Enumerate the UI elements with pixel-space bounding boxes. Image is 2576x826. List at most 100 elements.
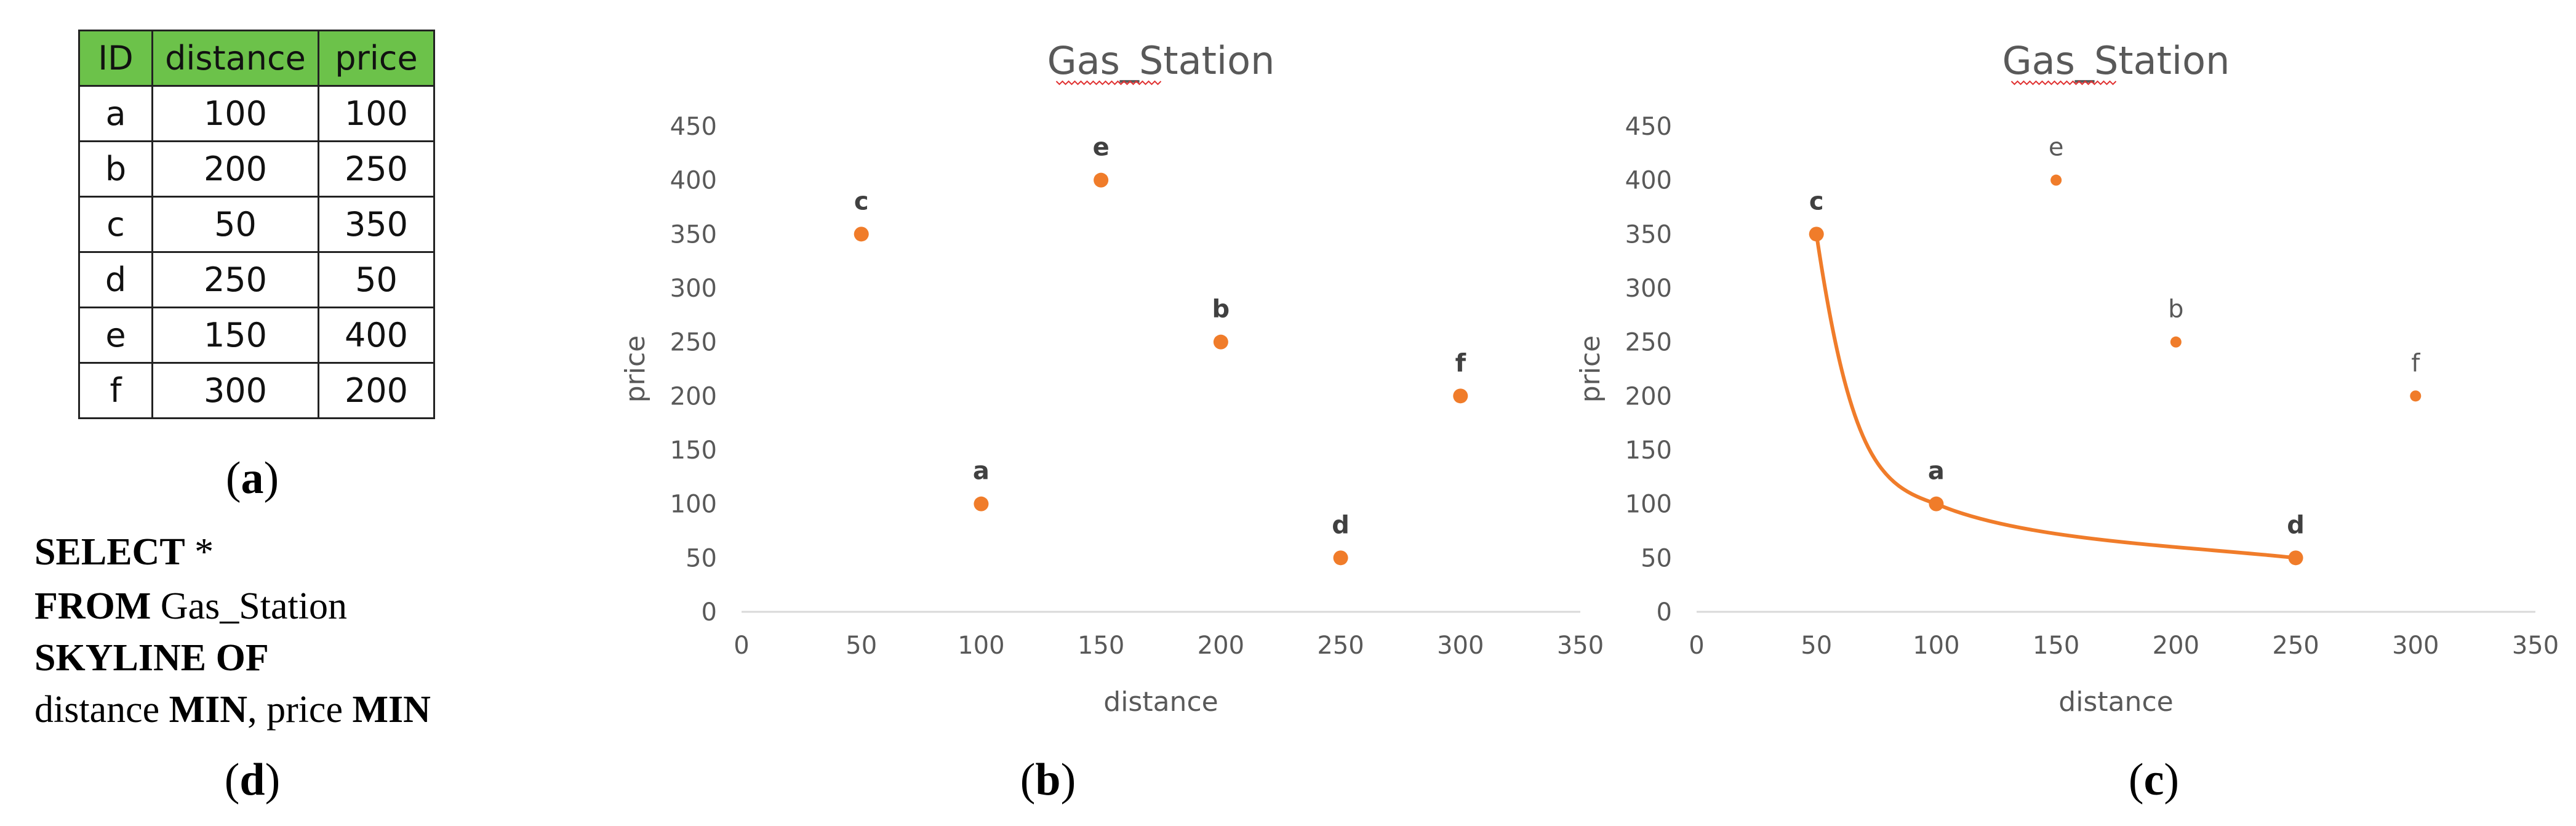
- x-tick-label: 0: [1689, 632, 1704, 660]
- caption-c-letter: c: [2143, 755, 2164, 805]
- table-row: e 150 400: [78, 307, 435, 364]
- cell-price: 100: [318, 85, 435, 142]
- x-tick-label: 200: [2153, 632, 2199, 660]
- caption-c: (c): [2128, 755, 2180, 805]
- point-label-a: a: [973, 457, 990, 486]
- point-label-f: f: [1455, 349, 1466, 377]
- sql-keyword: SELECT: [34, 531, 185, 573]
- y-tick-label: 0: [702, 598, 717, 627]
- chart-title: Gas_Station: [2002, 38, 2230, 83]
- cell-price: 200: [318, 362, 435, 419]
- point-label-d: d: [2287, 511, 2305, 539]
- sql-keyword: MIN: [169, 689, 248, 731]
- caption-a-letter: a: [241, 453, 264, 503]
- header-id: ID: [78, 30, 153, 87]
- caption-d-letter: d: [239, 755, 265, 805]
- table-row: d 250 50: [78, 251, 435, 308]
- x-axis-title: distance: [2058, 686, 2173, 718]
- cell-id: c: [78, 196, 153, 253]
- point-label-e: e: [1093, 134, 1110, 162]
- x-tick-label: 50: [846, 632, 877, 660]
- point-label-a: a: [1928, 457, 1945, 486]
- y-axis-title: price: [620, 335, 651, 403]
- cell-distance: 150: [151, 307, 319, 364]
- cell-distance: 50: [151, 196, 319, 253]
- cell-distance: 100: [151, 85, 319, 142]
- data-point-a: [974, 496, 989, 511]
- sql-line-criteria: distance MIN, price MIN: [34, 688, 431, 732]
- gas-station-table: ID distance price a 100 100 b 200 250 c …: [78, 30, 435, 419]
- data-point-d: [2288, 550, 2303, 566]
- header-distance: distance: [151, 30, 319, 87]
- x-tick-label: 300: [1437, 632, 1484, 660]
- data-point-a: [1929, 496, 1944, 511]
- y-tick-label: 100: [670, 491, 717, 519]
- point-label-b: b: [2168, 295, 2183, 324]
- x-tick-label: 0: [734, 632, 749, 660]
- y-tick-label: 250: [670, 329, 717, 357]
- point-label-c: c: [854, 187, 869, 215]
- table-row: b 200 250: [78, 140, 435, 198]
- y-tick-label: 50: [1641, 544, 1672, 572]
- sql-text: Gas_Station: [151, 585, 347, 627]
- x-tick-label: 100: [958, 632, 1004, 660]
- y-tick-label: 150: [1625, 436, 1672, 465]
- y-tick-label: 450: [1625, 113, 1672, 141]
- skyline-curve: [1814, 233, 2296, 560]
- y-axis-title: price: [1575, 335, 1606, 403]
- data-point-e: [2050, 174, 2062, 186]
- cell-price: 400: [318, 307, 435, 364]
- point-label-d: d: [1332, 511, 1350, 539]
- point-label-f: f: [2411, 349, 2420, 377]
- x-axis-title: distance: [1103, 686, 1218, 718]
- x-tick-label: 100: [1913, 632, 1959, 660]
- chart-title: Gas_Station: [1047, 38, 1275, 83]
- table-row: f 300 200: [78, 362, 435, 419]
- cell-distance: 300: [151, 362, 319, 419]
- sql-keyword: SKYLINE OF: [34, 637, 269, 679]
- cell-distance: 250: [151, 251, 319, 308]
- table-row: c 50 350: [78, 196, 435, 253]
- x-tick-label: 300: [2392, 632, 2439, 660]
- data-point-c: [854, 227, 869, 242]
- table-row: a 100 100: [78, 85, 435, 142]
- y-tick-label: 350: [670, 220, 717, 249]
- x-tick-label: 200: [1198, 632, 1244, 660]
- cell-id: f: [78, 362, 153, 419]
- caption-a: (a): [225, 453, 279, 503]
- point-label-c: c: [1809, 187, 1824, 215]
- cell-id: b: [78, 140, 153, 198]
- x-tick-label: 250: [1317, 632, 1364, 660]
- y-tick-label: 400: [670, 167, 717, 195]
- y-tick-label: 0: [1657, 598, 1672, 627]
- x-tick-label: 150: [1078, 632, 1124, 660]
- data-point-e: [1094, 172, 1109, 188]
- x-tick-label: 50: [1801, 632, 1832, 660]
- y-tick-label: 250: [1625, 329, 1672, 357]
- sql-keyword: FROM: [34, 585, 151, 627]
- cell-price: 50: [318, 251, 435, 308]
- cell-id: e: [78, 307, 153, 364]
- y-tick-label: 300: [1625, 275, 1672, 303]
- point-label-e: e: [2049, 134, 2064, 162]
- x-tick-label: 350: [1557, 632, 1604, 660]
- data-point-b: [1213, 334, 1228, 350]
- data-point-b: [2170, 336, 2182, 348]
- y-tick-label: 350: [1625, 220, 1672, 249]
- sql-line-select: SELECT *: [34, 531, 214, 574]
- y-tick-label: 100: [1625, 491, 1672, 519]
- sql-keyword: MIN: [352, 689, 431, 731]
- y-tick-label: 200: [670, 382, 717, 411]
- x-tick-label: 150: [2033, 632, 2079, 660]
- data-point-c: [1809, 227, 1824, 242]
- y-tick-label: 150: [670, 436, 717, 465]
- point-label-b: b: [1212, 295, 1230, 324]
- caption-b-letter: b: [1035, 755, 1061, 805]
- table-header-row: ID distance price: [78, 30, 435, 87]
- cell-price: 250: [318, 140, 435, 198]
- data-point-d: [1333, 550, 1348, 566]
- x-tick-label: 250: [2272, 632, 2319, 660]
- data-point-f: [1453, 388, 1468, 404]
